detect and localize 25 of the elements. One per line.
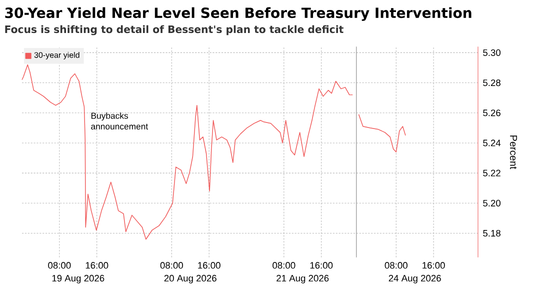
chart-subtitle: Focus is shifting to detail of Bessent's plan to tackle deficit [5, 25, 344, 36]
y-tick-label: 5.26 [483, 110, 500, 116]
y-tick-label: 5.20 [483, 200, 501, 206]
x-tick-label: 08:00 [272, 262, 296, 269]
text: 21 Aug 2026 [276, 274, 329, 284]
annotation: Buybacks announcement [91, 112, 148, 130]
y-tick-label: 5.24 [483, 140, 501, 146]
legend-label: 30-year yield [34, 52, 80, 60]
y-tick-label: 5.30 [483, 49, 501, 56]
x-tick-label: 16:00 [422, 262, 445, 269]
text: 19 Aug 2026 [52, 274, 104, 284]
text: 24 Aug 2026 [388, 274, 441, 284]
y-tick-label: 5.28 [483, 79, 500, 86]
x-tick-label: 16:00 [198, 262, 220, 269]
text: 20 Aug 2026 [164, 274, 216, 284]
chart-title: 30-Year Yield Near Level Seen Before Treasury Intervention [5, 7, 472, 21]
y-axis-title: Percent [510, 136, 517, 170]
x-tick-label: 16:00 [86, 262, 108, 269]
x-tick-label: 16:00 [310, 262, 333, 269]
y-tick-label: 5.22 [483, 170, 500, 176]
x-tick-label: 08:00 [384, 262, 408, 269]
x-tick-label: 08:00 [160, 262, 183, 269]
line-series [358, 114, 406, 152]
x-tick-label: 08:00 [48, 262, 71, 269]
y-tick-label: 5.18 [483, 230, 500, 237]
